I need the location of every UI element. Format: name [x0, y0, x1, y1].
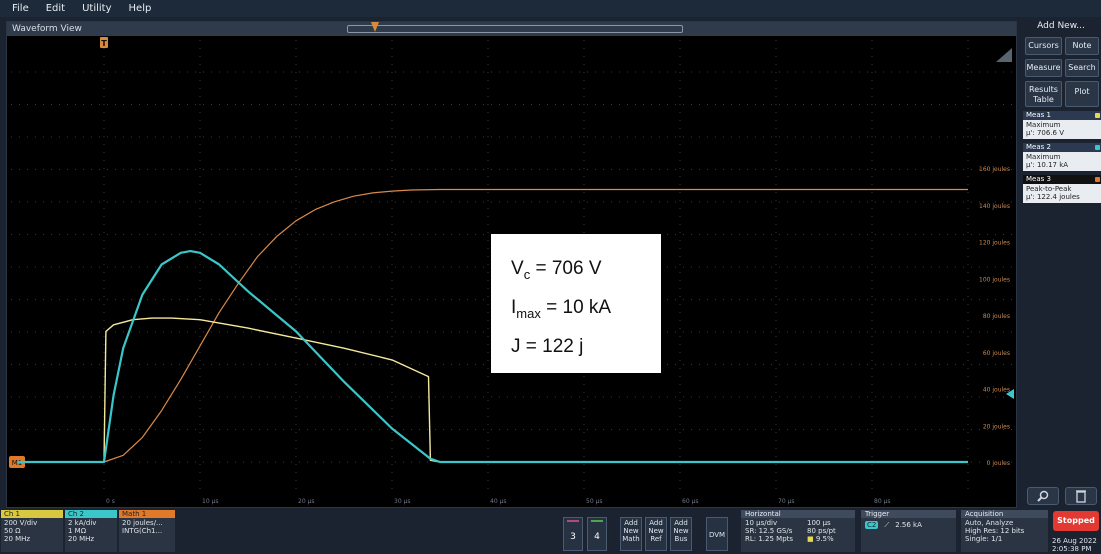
add-new-bus-button[interactable]: Add New Bus [670, 517, 692, 551]
math1-offset-marker-label: M1 [12, 459, 23, 467]
waveform-plot-svg: 160 joules 140 joules 120 joules 100 joules… [9, 37, 1014, 505]
x-axis-label: 80 µs [874, 498, 891, 505]
x-axis-label: 50 µs [586, 498, 603, 505]
math1-badge[interactable]: Math 1 20 joules/... INTG(Ch1... [119, 510, 175, 552]
add-new-label: Add New... [1037, 21, 1085, 31]
ch4-button[interactable]: 4 [587, 517, 607, 551]
right-axis-label: 0 joules [987, 460, 1010, 467]
right-control-panel: Add New... Cursors Note Measure Search R… [1021, 17, 1101, 508]
right-axis-label: 160 joules [979, 166, 1010, 173]
magnifier-icon[interactable] [1027, 487, 1059, 505]
dvm-button[interactable]: DVM [706, 517, 728, 551]
waveform-plot[interactable]: 160 joules 140 joules 120 joules 100 joules… [7, 36, 1018, 509]
x-axis-label: 30 µs [394, 498, 411, 505]
menu-bar: File Edit Utility Help [0, 0, 1101, 17]
meas-3-color-icon [1095, 177, 1100, 182]
trigger-marker-icon [100, 37, 108, 48]
add-new-ref-button[interactable]: Add New Ref [645, 517, 667, 551]
note-imax-line: Imax = 10 kA [511, 296, 612, 321]
acquisition-panel[interactable]: Acquisition Auto, Analyze High Res: 12 b… [961, 510, 1048, 552]
annotation-note[interactable]: Vc = 706 V Imax = 10 kA J = 122 j [491, 234, 661, 373]
trigger-source-badge: C2 [865, 521, 879, 529]
right-axis-label: 60 joules [983, 350, 1010, 357]
right-axis-label: 20 joules [983, 423, 1010, 430]
ch2-badge[interactable]: Ch 2 2 kA/div 1 MΩ 20 MHz [65, 510, 117, 552]
date-time: 26 Aug 2022 2:05:38 PM [1052, 537, 1097, 553]
ch2-waveform [17, 250, 968, 464]
note-button[interactable]: Note [1065, 37, 1099, 55]
rising-edge-icon: ⟋ [884, 521, 890, 529]
right-axis-label: 100 joules [979, 276, 1010, 283]
math1-offset-marker-icon [9, 456, 25, 468]
horizontal-panel[interactable]: Horizontal 10 µs/div 100 µs SR: 12.5 GS/s… [741, 510, 855, 552]
x-axis-label: 60 µs [682, 498, 699, 505]
menu-utility[interactable]: Utility [82, 3, 112, 14]
right-axis-label: 140 joules [979, 203, 1010, 210]
ch3-button[interactable]: 3 [563, 517, 583, 551]
menu-file[interactable]: File [12, 3, 29, 14]
ch1-badge[interactable]: Ch 1 200 V/div 50 Ω 20 MHz [1, 510, 63, 552]
results-table-button[interactable]: Results Table [1025, 81, 1062, 107]
x-axis-label: 10 µs [202, 498, 219, 505]
math1-waveform [17, 188, 968, 463]
right-axis-label: 120 joules [979, 240, 1010, 247]
right-axis-label: 40 joules [983, 387, 1010, 394]
horizontal-position-scrollbar[interactable] [347, 25, 683, 33]
waveform-corner-icon [996, 48, 1012, 62]
meas-2-badge[interactable]: Meas 2 Maximum µ': 10.17 kA [1023, 143, 1101, 171]
menu-edit[interactable]: Edit [45, 3, 66, 14]
trash-icon[interactable] [1065, 487, 1097, 505]
meas-1-color-icon [1095, 113, 1100, 118]
trigger-panel[interactable]: Trigger C2 ⟋ 2.56 kA [861, 510, 956, 552]
waveform-view: Waveform View 160 joules 140 joules 120 jo… [6, 21, 1017, 508]
x-axis-label: 70 µs [778, 498, 795, 505]
meas-3-badge[interactable]: Meas 3 Peak-to-Peak µ': 122.4 joules [1023, 175, 1101, 203]
x-axis-label: 0 s [106, 498, 115, 505]
cursors-button[interactable]: Cursors [1025, 37, 1062, 55]
run-stop-status-button[interactable]: Stopped [1053, 511, 1099, 531]
bottom-settings-bar: Ch 1 200 V/div 50 Ω 20 MHz Ch 2 2 kA/div… [0, 509, 1101, 554]
plot-button[interactable]: Plot [1065, 81, 1099, 107]
add-new-math-button[interactable]: Add New Math [620, 517, 642, 551]
trigger-position-marker-icon[interactable] [371, 22, 379, 32]
trigger-marker-label: T [101, 39, 107, 48]
meas-2-color-icon [1095, 145, 1100, 150]
note-j-line: J = 122 j [511, 335, 584, 357]
x-axis-label: 40 µs [490, 498, 507, 505]
ch2-trigger-level-icon [1006, 389, 1014, 399]
menu-help[interactable]: Help [128, 3, 152, 14]
right-axis-label: 80 joules [983, 313, 1010, 320]
meas-1-badge[interactable]: Meas 1 Maximum µ': 706.6 V [1023, 111, 1101, 139]
search-button[interactable]: Search [1065, 59, 1099, 77]
measure-button[interactable]: Measure [1025, 59, 1062, 77]
waveform-view-title: Waveform View [7, 22, 1016, 36]
note-vc-line: Vc = 706 V [511, 258, 602, 282]
x-axis-label: 20 µs [298, 498, 315, 505]
